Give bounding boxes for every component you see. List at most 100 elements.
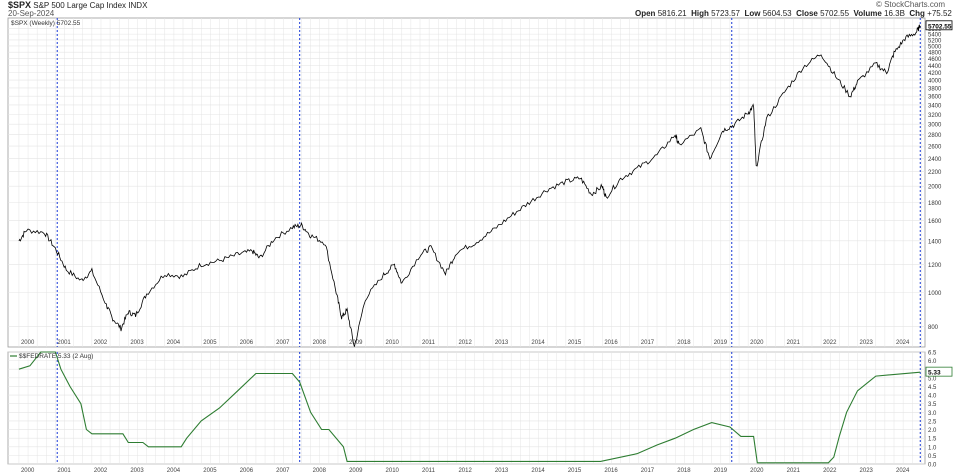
- price-x-tick-label: 2007: [276, 340, 290, 346]
- rate-y-tick-label: 4.5: [928, 385, 937, 391]
- high-label: High: [691, 9, 709, 18]
- price-x-tick-label: 2006: [240, 340, 254, 346]
- ohlc-row: Open 5816.21 High 5723.57 Low 5604.53 Cl…: [635, 9, 953, 18]
- price-y-tick-label: 2200: [928, 170, 942, 176]
- price-x-tick-label: 2018: [677, 340, 691, 346]
- rate-last-value-badge: 5.33: [928, 370, 941, 377]
- price-x-tick-label: 2004: [167, 340, 181, 346]
- price-y-tick-label: 3600: [928, 95, 942, 101]
- rate-x-tick-label: 2023: [860, 468, 874, 474]
- price-x-tick-label: 2017: [641, 340, 655, 346]
- rate-x-tick-label: 2002: [94, 468, 108, 474]
- price-panel-frame: [7, 17, 926, 348]
- rate-y-tick-label: 1.5: [928, 437, 937, 443]
- symbol: $SPX: [8, 0, 32, 10]
- rate-x-tick-label: 2006: [240, 468, 254, 474]
- price-y-tick-label: 1800: [928, 201, 942, 207]
- price-last-value-badge: 5702.55: [928, 23, 952, 30]
- volume-value: 16.3B: [884, 9, 905, 18]
- low-value: 5604.53: [762, 9, 792, 18]
- price-y-tick-label: 2800: [928, 133, 942, 139]
- rate-x-tick-label: 2007: [276, 468, 290, 474]
- price-y-tick-label: 5000: [928, 44, 942, 50]
- rate-x-tick-label: 2008: [313, 468, 327, 474]
- rate-y-tick-label: 1.0: [928, 445, 937, 451]
- price-x-tick-label: 2003: [130, 340, 144, 346]
- price-y-tick-label: 1400: [928, 239, 942, 245]
- price-y-tick-label: 5200: [928, 38, 942, 44]
- price-y-tick-label: 3400: [928, 103, 942, 109]
- price-x-tick-label: 2012: [458, 340, 472, 346]
- rate-x-tick-label: 2004: [167, 468, 181, 474]
- price-x-tick-label: 2000: [21, 340, 35, 346]
- rate-panel-frame: [7, 351, 926, 465]
- rate-y-tick-label: 3.5: [928, 402, 937, 408]
- rate-x-tick-label: 2020: [750, 468, 764, 474]
- price-y-tick-label: 3000: [928, 123, 942, 129]
- price-y-tick-label: 4000: [928, 79, 942, 85]
- rate-y-tick-label: 0.5: [928, 454, 937, 460]
- rate-x-tick-label: 2015: [568, 468, 582, 474]
- fedrate-line: [18, 351, 921, 464]
- price-x-tick-label: 2009: [349, 340, 363, 346]
- price-x-tick-label: 2024: [896, 340, 910, 346]
- price-x-tick-label: 2020: [750, 340, 764, 346]
- price-x-tick-label: 2014: [531, 340, 545, 346]
- rate-y-tick-label: 4.0: [928, 394, 937, 400]
- rate-x-tick-label: 2005: [203, 468, 217, 474]
- price-y-tick-label: 4400: [928, 64, 942, 70]
- price-x-tick-label: 2019: [714, 340, 728, 346]
- index-name: S&P 500 Large Cap Index: [33, 1, 127, 10]
- price-y-tick-label: 2600: [928, 145, 942, 151]
- price-y-tick-label: 4600: [928, 57, 942, 63]
- rate-x-tick-label: 2000: [21, 468, 35, 474]
- rate-y-tick-label: 6.5: [928, 351, 937, 357]
- rate-x-tick-label: 2012: [458, 468, 472, 474]
- price-x-tick-label: 2011: [422, 340, 436, 346]
- low-label: Low: [744, 9, 761, 18]
- price-x-tick-label: 2016: [604, 340, 618, 346]
- rate-y-tick-label: 6.0: [928, 359, 937, 365]
- rate-x-tick-label: 2003: [130, 468, 144, 474]
- rate-y-tick-label: 3.0: [928, 411, 937, 417]
- price-last-value-badge-box: [925, 20, 953, 31]
- price-y-tick-label: 2400: [928, 157, 942, 163]
- rate-y-tick-label: 0.0: [928, 463, 937, 469]
- rate-legend: $$FEDRATE 5.33 (2 Aug): [19, 353, 93, 360]
- volume-label: Volume: [853, 9, 882, 18]
- rate-x-tick-label: 2009: [349, 468, 363, 474]
- rate-x-tick-label: 2018: [677, 468, 691, 474]
- rate-x-tick-label: 2019: [714, 468, 728, 474]
- price-y-tick-label: 800: [928, 325, 939, 331]
- close-value: 5702.55: [820, 9, 850, 18]
- rate-x-tick-label: 2017: [641, 468, 655, 474]
- price-y-tick-label: 1600: [928, 219, 942, 225]
- chg-value: +75.52 (+1.35%): [927, 9, 953, 18]
- price-x-tick-label: 2005: [203, 340, 217, 346]
- open-label: Open: [635, 9, 656, 18]
- rate-x-tick-label: 2013: [495, 468, 509, 474]
- price-y-tick-label: 4800: [928, 51, 942, 57]
- rate-x-tick-label: 2024: [896, 468, 910, 474]
- price-y-tick-label: 1200: [928, 263, 942, 269]
- price-x-tick-label: 2021: [787, 340, 801, 346]
- rate-y-tick-label: 2.5: [928, 419, 937, 425]
- price-y-tick-label: 1000: [928, 291, 942, 297]
- rate-y-tick-label: 2.0: [928, 428, 937, 434]
- rate-y-tick-label: 5.0: [928, 376, 937, 382]
- high-value: 5723.57: [711, 9, 740, 18]
- close-label: Close: [796, 9, 818, 18]
- open-value: 5816.21: [657, 9, 687, 18]
- price-x-tick-label: 2023: [860, 340, 874, 346]
- price-y-tick-label: 3200: [928, 113, 942, 119]
- price-x-tick-label: 2022: [823, 340, 837, 346]
- chart-date: 20-Sep-2024: [8, 9, 55, 18]
- rate-x-tick-label: 2021: [787, 468, 801, 474]
- price-x-tick-label: 2010: [386, 340, 400, 346]
- price-y-tick-label: 2000: [928, 185, 942, 191]
- price-x-tick-label: 2015: [568, 340, 582, 346]
- price-x-tick-label: 2008: [313, 340, 327, 346]
- price-y-tick-label: 5400: [928, 33, 942, 39]
- rate-x-tick-label: 2011: [422, 468, 436, 474]
- rate-x-tick-label: 2010: [386, 468, 400, 474]
